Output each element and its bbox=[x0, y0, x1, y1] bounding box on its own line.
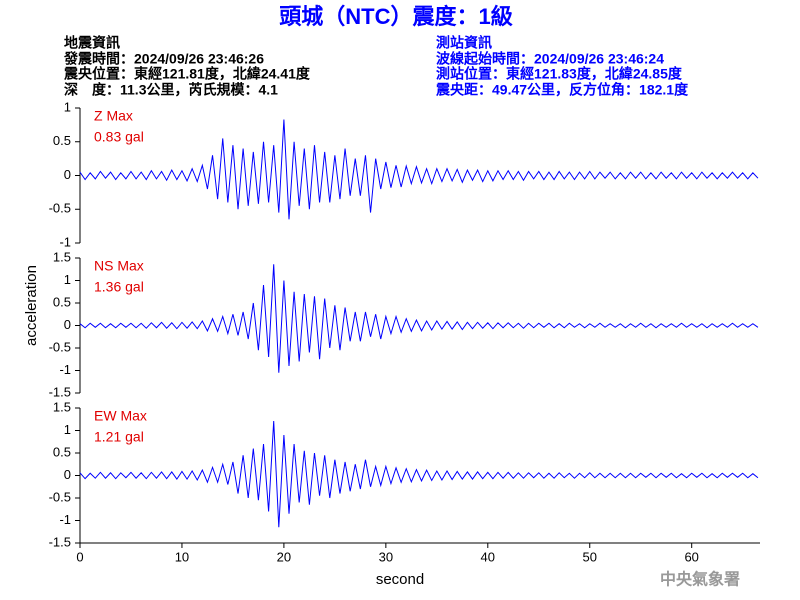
annotation: NS Max bbox=[94, 258, 144, 274]
title: 頭城（NTC）震度：1級 bbox=[279, 4, 512, 29]
x-tick-label: 40 bbox=[481, 549, 495, 564]
info-line: 震央位置：東經121.81度，北緯24.41度 bbox=[63, 66, 311, 82]
info-line: 波線起始時間：2024/09/26 23:46:24 bbox=[436, 51, 664, 67]
waveform bbox=[79, 119, 759, 220]
info-line: 地震資訊 bbox=[64, 35, 120, 51]
y-tick-label: -0.5 bbox=[49, 489, 71, 504]
x-tick-label: 20 bbox=[277, 549, 291, 564]
waveform bbox=[79, 264, 759, 373]
x-tick-label: 60 bbox=[684, 549, 698, 564]
x-tick-label: 30 bbox=[379, 549, 393, 564]
x-axis-label: second bbox=[376, 571, 424, 588]
y-tick-label: -1 bbox=[59, 234, 71, 249]
station-info: 測站資訊 波線起始時間：2024/09/26 23:46:24 測站位置：東經1… bbox=[435, 35, 689, 98]
y-tick-label: 0.5 bbox=[53, 294, 71, 309]
x-tick-label: 10 bbox=[175, 549, 189, 564]
x-tick-label: 50 bbox=[583, 549, 597, 564]
y-tick-label: 1 bbox=[64, 99, 71, 114]
info-line: 深 度：11.3公里，芮氏規模：4.1 bbox=[64, 82, 278, 98]
annotation: 1.21 gal bbox=[94, 429, 144, 445]
y-axis-label: acceleration bbox=[23, 265, 40, 346]
y-tick-label: 0 bbox=[64, 317, 71, 332]
y-tick-label: -1.5 bbox=[49, 384, 71, 399]
annotation: 0.83 gal bbox=[94, 129, 144, 145]
info-line: 測站位置：東經121.83度，北緯24.85度 bbox=[436, 66, 683, 82]
y-tick-label: -0.5 bbox=[49, 339, 71, 354]
y-tick-label: -0.5 bbox=[49, 201, 71, 216]
footer: 中央氣象署 bbox=[660, 570, 740, 589]
y-tick-label: 0 bbox=[64, 467, 71, 482]
y-tick-label: 1 bbox=[64, 272, 71, 287]
y-tick-label: -1 bbox=[59, 512, 71, 527]
y-tick-label: -1 bbox=[59, 362, 71, 377]
y-tick-label: 1.5 bbox=[53, 399, 71, 414]
y-tick-label: 0.5 bbox=[53, 444, 71, 459]
y-tick-label: 1.5 bbox=[53, 249, 71, 264]
x-tick-label: 0 bbox=[76, 549, 83, 564]
info-line: 震央距：49.47公里，反方位角：182.1度 bbox=[435, 82, 689, 98]
annotation: EW Max bbox=[94, 408, 147, 424]
y-tick-label: 0 bbox=[64, 167, 71, 182]
annotation: Z Max bbox=[94, 108, 133, 124]
annotation: 1.36 gal bbox=[94, 279, 144, 295]
info-line: 發震時間：2024/09/26 23:46:26 bbox=[63, 51, 264, 67]
event-info: 地震資訊 發震時間：2024/09/26 23:46:26 震央位置：東經121… bbox=[63, 35, 311, 98]
y-tick-label: 0.5 bbox=[53, 133, 71, 148]
y-tick-label: -1.5 bbox=[49, 534, 71, 549]
waveform bbox=[79, 421, 759, 528]
y-tick-label: 1 bbox=[64, 422, 71, 437]
info-line: 測站資訊 bbox=[436, 35, 492, 51]
